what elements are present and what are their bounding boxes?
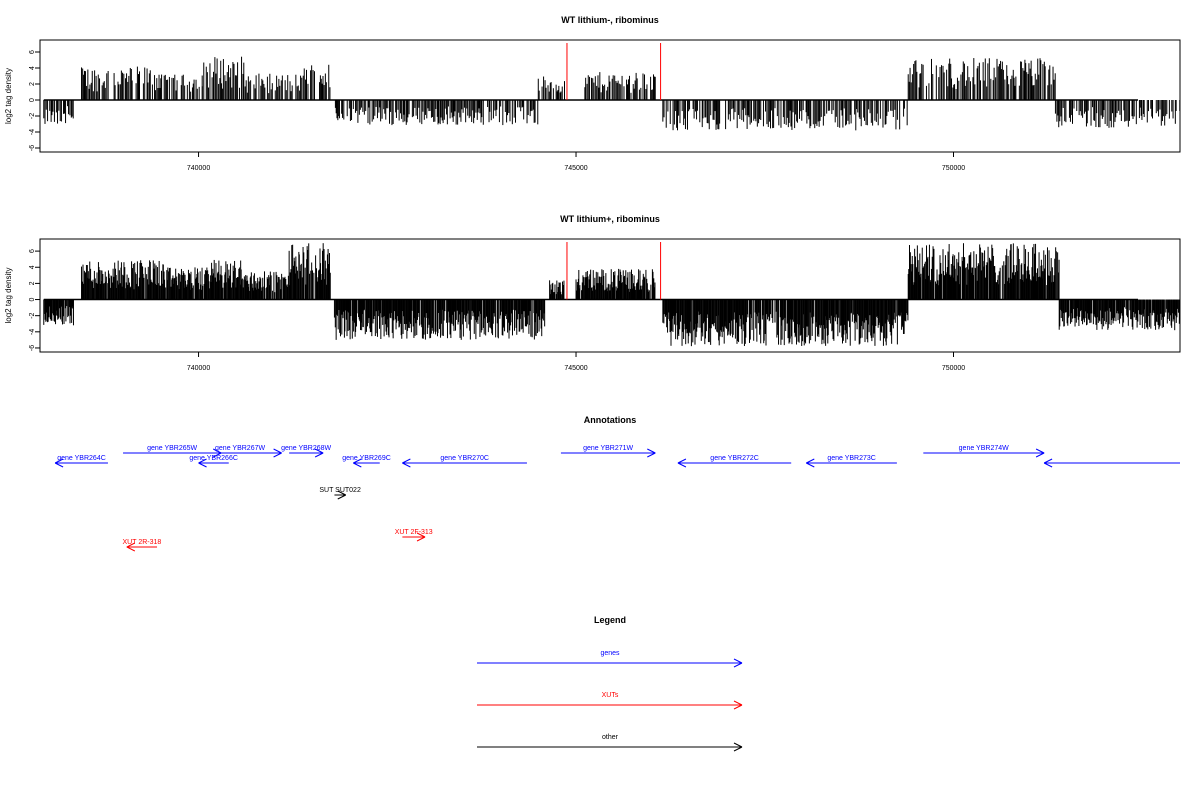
y-tick-label: -6	[29, 345, 36, 351]
legend-label: other	[602, 734, 619, 741]
x-tick-label: 745000	[564, 165, 587, 172]
y-axis-label: log2 tag density	[4, 267, 13, 323]
feature-label: gene YBR270C	[440, 455, 489, 462]
density-bars	[43, 243, 1180, 347]
feature-arrow	[402, 532, 426, 542]
y-tick-label: 0	[29, 297, 36, 301]
feature-arrow	[198, 448, 282, 458]
feature-label: gene YBR268W	[281, 445, 331, 452]
y-tick-label: -2	[29, 312, 36, 318]
plot-frame	[39, 39, 1181, 153]
annotations-panel: Annotations gene YBR264C gene YBR265W gene …	[54, 415, 1180, 552]
y-tick-label: -6	[29, 145, 36, 151]
feature-arrow	[289, 448, 324, 458]
feature-label: XUT 2R-318	[123, 539, 162, 546]
y-axis-label: log2 tag density	[4, 68, 13, 124]
x-tick-label: 750000	[942, 165, 965, 172]
y-tick-label: 2	[29, 281, 36, 285]
feature-label: gene YBR267W	[215, 445, 265, 452]
legend-arrow	[477, 742, 743, 752]
feature-arrow	[923, 448, 1045, 458]
track-title: WT lithium+, ribominus	[560, 214, 660, 224]
feature-arrow	[126, 542, 158, 552]
feature-label: gene YBR274W	[959, 445, 1009, 452]
y-tick-label: 2	[29, 82, 36, 86]
feature-label: SUT SUT022	[319, 487, 361, 494]
feature-label: gene YBR273C	[827, 455, 876, 462]
track-title: WT lithium-, ribominus	[561, 15, 659, 25]
feature-label: gene YBR269C	[342, 455, 391, 462]
feature-arrow	[1043, 458, 1180, 468]
density-track-lithium-minus: WT lithium-, ribominus log2 tag density 6 4…	[4, 15, 1181, 172]
x-tick-label: 745000	[564, 365, 587, 372]
feature-arrow	[198, 458, 229, 468]
feature-label: gene YBR271W	[583, 445, 633, 452]
feature-arrow	[402, 458, 527, 468]
legend-title: Legend	[594, 615, 626, 625]
feature-arrow	[677, 458, 792, 468]
annotations-title: Annotations	[584, 415, 637, 425]
y-tick-label: 0	[29, 98, 36, 102]
y-tick-label: -4	[29, 129, 36, 135]
feature-label: gene YBR266C	[189, 455, 238, 462]
feature-arrow	[806, 458, 897, 468]
legend-arrow	[477, 658, 743, 668]
feature-arrow	[334, 490, 346, 500]
feature-label: XUT 2F-313	[395, 529, 433, 536]
legend-label: XUTs	[602, 692, 619, 699]
legend-arrow	[477, 700, 743, 710]
feature-arrow	[560, 448, 656, 458]
legend-panel: Legend genes XUTs other	[477, 615, 743, 752]
x-tick-label: 740000	[187, 365, 210, 372]
density-bars	[43, 56, 1181, 131]
y-tick-label: 6	[29, 50, 36, 54]
density-track-lithium-plus: WT lithium+, ribominus log2 tag density 6 4…	[4, 214, 1181, 372]
y-tick-label: -2	[29, 113, 36, 119]
feature-label: gene YBR264C	[57, 455, 106, 462]
x-tick-label: 750000	[942, 365, 965, 372]
feature-label: gene YBR265W	[147, 445, 197, 452]
plot-frame	[39, 238, 1181, 353]
x-tick-label: 740000	[187, 165, 210, 172]
feature-arrow	[353, 458, 380, 468]
legend-label: genes	[600, 650, 620, 657]
feature-arrow	[54, 458, 108, 468]
y-tick-label: 4	[29, 66, 36, 70]
y-tick-label: 6	[29, 249, 36, 253]
feature-label: gene YBR272C	[710, 455, 759, 462]
y-tick-label: -4	[29, 329, 36, 335]
y-tick-label: 4	[29, 265, 36, 269]
